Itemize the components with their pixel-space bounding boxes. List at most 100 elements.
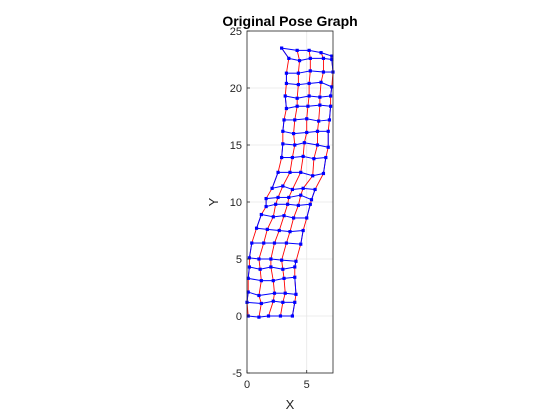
- pose-node: [280, 258, 284, 262]
- odometry-edge: [288, 57, 300, 62]
- pose-node: [295, 48, 299, 52]
- odometry-edge: [299, 57, 311, 62]
- loop-closure-edge: [251, 228, 257, 244]
- y-tick-label: 25: [230, 26, 242, 38]
- pose-node: [274, 202, 278, 206]
- odometry-edge: [322, 157, 327, 174]
- odometry-edge: [281, 259, 297, 262]
- pose-node: [315, 129, 320, 133]
- pose-node: [266, 314, 271, 318]
- pose-node: [246, 276, 250, 280]
- pose-node: [293, 300, 297, 304]
- odometry-edge: [319, 95, 331, 98]
- pose-node: [259, 212, 263, 217]
- pose-node: [299, 242, 303, 246]
- pose-node: [284, 106, 289, 111]
- pose-node: [276, 195, 280, 200]
- odometry-edge: [286, 82, 299, 86]
- chart-title: Original Pose Graph: [222, 13, 357, 29]
- odometry-edge: [287, 203, 299, 206]
- pose-node: [301, 186, 305, 190]
- odometry-edge: [285, 95, 298, 99]
- odometry-edge: [311, 189, 316, 200]
- pose-node: [277, 228, 281, 233]
- loop-closure-edge: [281, 242, 287, 261]
- loop-closure-edge: [300, 156, 304, 173]
- pose-node: [287, 56, 291, 60]
- odometry-edge: [256, 227, 268, 230]
- odometry-edge: [247, 266, 250, 279]
- pose-node: [283, 94, 287, 98]
- odometry-edge: [307, 104, 320, 107]
- odometry-edge: [286, 242, 301, 245]
- odometry-edge: [298, 82, 310, 86]
- odometry-edge: [273, 215, 285, 218]
- pose-node: [271, 215, 275, 219]
- pose-node: [269, 265, 273, 269]
- pose-node: [257, 293, 261, 298]
- odometry-edge: [292, 155, 304, 159]
- loop-closure-edge: [325, 147, 329, 158]
- y-tick-label: -5: [232, 368, 242, 380]
- loop-closure-edge: [297, 60, 301, 74]
- loop-closure-edge: [277, 185, 284, 198]
- loop-closure-edge: [283, 278, 286, 294]
- odometry-edge: [317, 144, 329, 148]
- pose-node: [264, 196, 268, 201]
- odometry-edge: [273, 277, 285, 282]
- pose-node: [329, 94, 333, 98]
- pose-node: [299, 193, 303, 197]
- loop-closure-edge: [313, 144, 318, 159]
- loop-closure-edge: [263, 229, 268, 244]
- pose-node: [318, 103, 322, 107]
- pose-node: [281, 142, 285, 146]
- x-tick-label: 5: [304, 379, 310, 391]
- pose-node: [247, 265, 251, 269]
- odometry-edge: [286, 105, 298, 110]
- loop-closure-edge: [289, 217, 295, 232]
- loop-closure-edge: [314, 173, 324, 190]
- loop-closure-edge: [266, 216, 274, 230]
- odometry-edge: [298, 203, 311, 206]
- pose-node: [330, 85, 334, 89]
- pose-node: [250, 241, 254, 245]
- pose-node: [293, 265, 297, 269]
- pose-node: [330, 57, 334, 62]
- pose-node: [291, 216, 296, 220]
- pose-node: [294, 292, 298, 296]
- loop-closure-edge: [258, 280, 262, 296]
- loop-closure-edge: [302, 142, 305, 157]
- odometry-edge: [303, 187, 316, 190]
- odometry-edge: [320, 52, 332, 57]
- pose-node: [291, 132, 296, 136]
- loop-closure-edge: [312, 158, 315, 176]
- odometry-edge: [293, 131, 307, 135]
- pose-node: [321, 70, 326, 74]
- pose-node: [324, 155, 328, 160]
- loop-closure-edge: [289, 157, 293, 173]
- pose-node: [288, 230, 292, 234]
- odometry-edge: [300, 230, 304, 245]
- pose-node: [258, 267, 262, 271]
- odometry-edge: [320, 81, 333, 88]
- loop-closure-edge: [285, 58, 290, 74]
- pose-node: [315, 143, 320, 147]
- pose-node: [281, 267, 285, 271]
- loop-closure-edge: [327, 119, 330, 132]
- pose-node: [299, 170, 303, 174]
- odometry-edge: [249, 266, 261, 270]
- odometry-edge: [306, 118, 319, 122]
- pose-node: [305, 117, 309, 121]
- pose-node: [307, 48, 311, 52]
- odometry-edge: [309, 95, 320, 98]
- pose-node: [302, 141, 306, 145]
- loop-closure-edge: [291, 144, 296, 158]
- pose-node: [282, 214, 286, 218]
- pose-node: [326, 145, 330, 149]
- odometry-edge: [288, 194, 301, 198]
- pose-node: [286, 202, 290, 206]
- pose-node: [269, 257, 273, 261]
- loop-closure-edge: [320, 71, 324, 83]
- odometry-edge: [328, 106, 332, 120]
